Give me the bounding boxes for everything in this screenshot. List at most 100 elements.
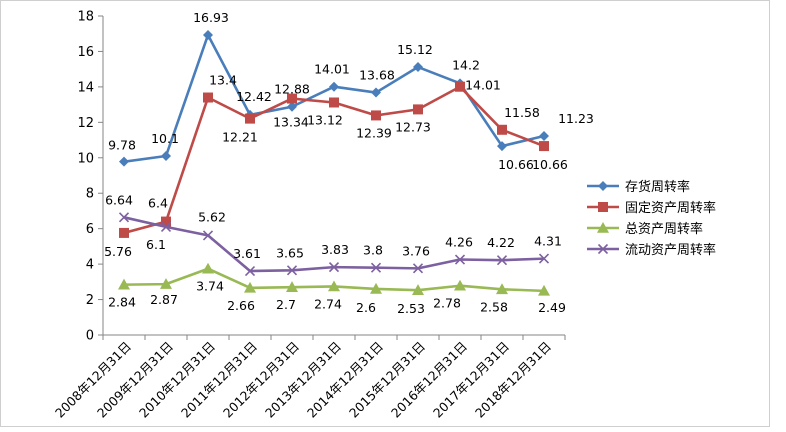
series-0-point: [161, 151, 171, 162]
series-0-point: [413, 62, 423, 73]
data-label: 2.6: [356, 300, 376, 315]
series-1-point: [455, 81, 465, 92]
data-label: 4.22: [487, 235, 515, 250]
data-label: 6.4: [148, 196, 168, 211]
legend-marker-3-stroke: [597, 243, 609, 255]
data-label: 5.62: [198, 209, 226, 224]
series-3-point: [454, 254, 466, 265]
data-label: 12.73: [395, 119, 431, 134]
series-0-point: [539, 130, 549, 141]
series-2-point: [244, 281, 256, 293]
data-label: 13.68: [359, 68, 395, 83]
series-3-point-stroke: [202, 230, 214, 241]
series-2-point: [328, 280, 340, 292]
data-label: 11.58: [504, 105, 540, 120]
series-3-point: [538, 253, 550, 264]
data-label: 14.2: [452, 57, 480, 72]
series-1-point: [203, 92, 213, 103]
data-label: 2.53: [397, 301, 425, 316]
series-2-point: [496, 283, 508, 295]
series-1-point: [161, 216, 171, 227]
y-tick-label: 12: [77, 116, 94, 131]
y-tick-label: 10: [77, 151, 94, 166]
series-2-point: [538, 284, 550, 296]
series-3-point-stroke: [538, 253, 550, 264]
series-2-point: [454, 279, 466, 291]
series-3-point-stroke: [118, 212, 130, 223]
data-label: 3.83: [321, 242, 349, 257]
data-label: 3.76: [402, 243, 430, 258]
series-3-point-stroke: [370, 262, 382, 273]
series-3-point-stroke: [496, 255, 508, 266]
data-label: 10.66: [532, 157, 568, 172]
series-3-point: [370, 262, 382, 273]
legend-marker-0: [598, 181, 608, 191]
data-label: 4.26: [445, 235, 473, 250]
series-1-point: [371, 110, 381, 121]
series-0-point: [497, 141, 507, 152]
data-label: 3.61: [233, 246, 261, 261]
series-3-point: [244, 265, 256, 277]
data-label: 4.31: [534, 234, 562, 249]
y-tick-label: 8: [86, 187, 94, 202]
data-label: 3.74: [196, 279, 224, 294]
data-label: 2.58: [480, 299, 508, 314]
series-0-point: [329, 81, 339, 92]
series-1-point: [539, 141, 549, 152]
data-label: 10.66: [498, 157, 534, 172]
data-label: 12.42: [236, 89, 272, 104]
data-label: 10.1: [151, 131, 179, 146]
data-label: 11.23: [558, 111, 594, 126]
legend-label: 流动资产周转率: [625, 242, 716, 258]
data-label: 9.78: [108, 138, 136, 153]
series-2-point: [118, 278, 130, 290]
data-label: 13.12: [307, 112, 343, 127]
data-label: 6.1: [146, 237, 166, 252]
series-0-point: [287, 101, 297, 112]
data-label: 13.4: [209, 73, 237, 88]
data-label: 16.93: [193, 10, 229, 25]
data-label: 2.49: [538, 300, 566, 315]
legend-label: 固定资产周转率: [625, 200, 716, 216]
series-1-point: [245, 113, 255, 124]
series-0-point: [119, 156, 129, 167]
y-tick-label: 2: [86, 293, 94, 308]
series-3-point: [412, 263, 424, 274]
legend-marker-3: [597, 243, 609, 255]
series-3-point-stroke: [328, 262, 340, 273]
series-3-point: [496, 255, 508, 266]
legend-label: 存货周转率: [625, 179, 690, 195]
y-tick-label: 14: [77, 80, 94, 95]
data-label: 3.8: [363, 243, 383, 258]
data-label: 3.65: [276, 245, 304, 260]
legend-marker-1: [598, 202, 608, 212]
series-2-point: [370, 282, 382, 294]
data-label: 2.84: [108, 295, 136, 310]
data-label: 2.7: [276, 297, 296, 312]
series-3-point-stroke: [160, 221, 172, 232]
y-tick-label: 4: [86, 258, 94, 273]
data-label: 12.21: [222, 130, 258, 145]
legend-marker-2: [597, 222, 609, 233]
data-label: 5.76: [104, 244, 132, 259]
data-label: 15.12: [397, 42, 433, 57]
series-1-point: [119, 227, 129, 238]
y-tick-label: 18: [77, 10, 94, 25]
series-2-point: [286, 281, 298, 292]
series-3-point: [118, 212, 130, 223]
y-tick-label: 16: [77, 45, 94, 60]
series-3-point-stroke: [244, 265, 256, 277]
series-3-point: [286, 265, 298, 276]
series-3-point: [160, 221, 172, 232]
data-label: 13.34: [273, 115, 309, 130]
data-label: 12.39: [356, 125, 392, 140]
series-3-point-stroke: [412, 263, 424, 274]
data-label: 2.87: [150, 292, 178, 307]
y-tick-label: 0: [86, 329, 94, 344]
series-1-point: [287, 93, 297, 104]
data-label: 2.78: [433, 296, 461, 311]
legend-label: 总资产周转率: [625, 221, 703, 237]
